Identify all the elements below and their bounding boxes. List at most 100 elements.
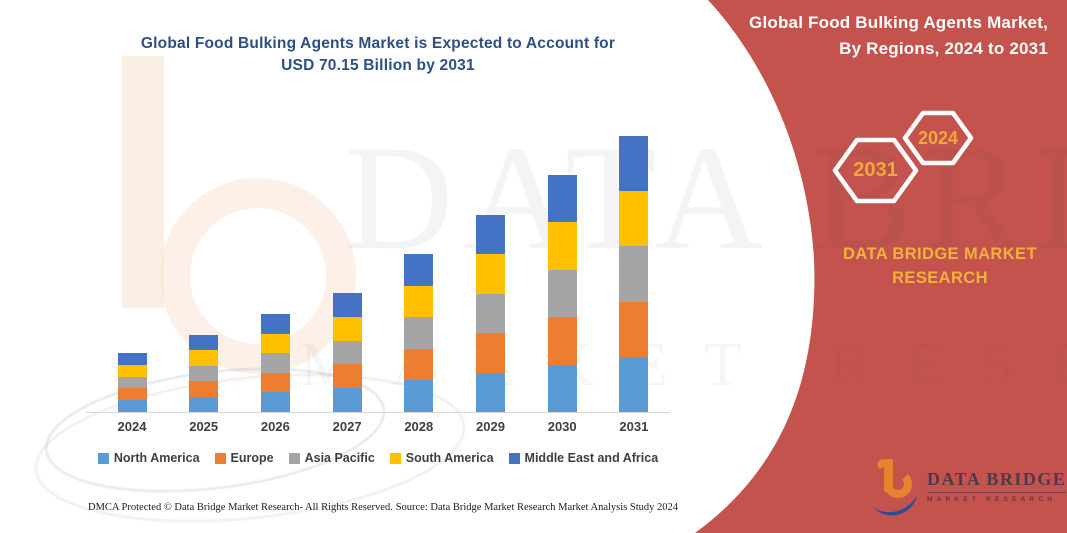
bar-segment-north-america: [476, 372, 505, 412]
bar-segment-north-america: [547, 364, 577, 412]
bar-segment-north-america: [117, 400, 147, 412]
databridge-logo-text: DATA BRIDGE MARKET RESEARCH: [927, 469, 1067, 503]
bar-segment-asia-pacific: [189, 365, 219, 382]
bar-segment-asia-pacific: [332, 340, 362, 365]
bar-segment-asia-pacific: [260, 353, 290, 373]
legend-swatch-icon: [508, 452, 520, 464]
chart-legend: North America Europe Asia Pacific South Ame…: [88, 451, 668, 465]
hexagon-2024-year: 2024: [917, 127, 959, 148]
bar-2031: [619, 136, 649, 412]
bar-segment-south-america: [619, 191, 649, 247]
hexagon-2024-badge: 2024: [902, 110, 974, 166]
legend-label: Middle East and Africa: [524, 451, 659, 465]
bar-segment-asia-pacific: [117, 376, 147, 389]
bar-segment-north-america: [619, 356, 649, 412]
logo-subtitle: MARKET RESEARCH: [927, 496, 1057, 503]
footer: DMCA Protected © Data Bridge Market Rese…: [88, 502, 678, 513]
bar-segment-south-america: [547, 222, 577, 270]
bar-segment-north-america: [260, 392, 290, 412]
legend-item-asia-pacific: Asia Pacific: [288, 451, 375, 465]
bar-segment-middle-east-and-africa: [117, 353, 147, 365]
chart-title-line1: Global Food Bulking Agents Market is Exp…: [140, 35, 616, 52]
bar-segment-europe: [260, 372, 290, 393]
bar-segment-south-america: [404, 285, 434, 318]
hexagon-2031-badge: 2031: [832, 137, 919, 204]
x-axis-label-2027: 2027: [332, 419, 362, 434]
x-axis-line: [86, 412, 670, 413]
panel-brand-line2: RESEARCH: [892, 269, 988, 287]
bar-segment-middle-east-and-africa: [547, 175, 577, 223]
bar-segment-south-america: [117, 364, 147, 377]
bar-segment-europe: [189, 381, 219, 397]
hexagon-outline-icon: [832, 137, 919, 204]
hexagon-outline-icon: [902, 110, 974, 166]
bar-segment-north-america: [189, 396, 219, 412]
legend-swatch-icon: [288, 452, 300, 464]
legend-label: South America: [405, 451, 494, 465]
x-axis-labels: 2024 2025 2026 2027 2028 2029 2030 2031: [0, 419, 1067, 439]
bar-2027: [332, 293, 362, 412]
bar-2030: [547, 175, 577, 412]
legend-swatch-icon: [214, 452, 226, 464]
legend-item-south-america: South America: [389, 451, 494, 465]
bar-segment-north-america: [332, 388, 362, 412]
legend-label: Asia Pacific: [304, 451, 375, 465]
legend-label: North America: [113, 451, 200, 465]
bar-segment-europe: [332, 364, 362, 389]
panel-brand-line1: DATA BRIDGE MARKET: [843, 245, 1037, 263]
bar-segment-middle-east-and-africa: [260, 314, 290, 334]
panel-brand-text: DATA BRIDGE MARKET RESEARCH: [810, 242, 1067, 290]
bar-segment-europe: [619, 301, 649, 357]
bar-segment-asia-pacific: [547, 269, 577, 318]
x-axis-label-2024: 2024: [117, 419, 147, 434]
chart-title-line2: USD 70.15 Billion by 2031: [281, 57, 475, 74]
stacked-bar-chart: [88, 120, 668, 412]
bar-segment-europe: [476, 333, 505, 373]
bar-segment-middle-east-and-africa: [189, 335, 219, 351]
bar-2028: [404, 254, 434, 412]
legend-swatch-icon: [97, 452, 109, 464]
x-axis-label-2028: 2028: [404, 419, 434, 434]
bar-2025: [189, 335, 219, 412]
legend-item-europe: Europe: [214, 451, 274, 465]
x-axis-label-2030: 2030: [547, 419, 577, 434]
bar-segment-middle-east-and-africa: [476, 215, 505, 255]
bar-segment-middle-east-and-africa: [619, 136, 649, 192]
bar-segment-asia-pacific: [619, 246, 649, 302]
legend-item-middle-east-and-africa: Middle East and Africa: [508, 451, 659, 465]
hexagon-2031-year: 2031: [853, 159, 898, 181]
bar-segment-middle-east-and-africa: [404, 254, 434, 286]
bar-segment-asia-pacific: [476, 293, 505, 334]
bar-segment-europe: [547, 317, 577, 365]
x-axis-label-2031: 2031: [619, 419, 649, 434]
bar-segment-south-america: [332, 316, 362, 341]
bar-segment-south-america: [189, 350, 219, 366]
logo-name: DATA BRIDGE: [927, 469, 1067, 493]
legend-swatch-icon: [389, 452, 401, 464]
bar-segment-north-america: [404, 380, 434, 412]
panel-heading-line2: By Regions, 2024 to 2031: [839, 39, 1048, 58]
bar-segment-europe: [117, 388, 147, 401]
dmca-text: DMCA Protected © Data Bridge Market Rese…: [88, 502, 393, 513]
x-axis-label-2029: 2029: [476, 419, 505, 434]
panel-heading: Global Food Bulking Agents Market, By Re…: [718, 10, 1048, 62]
databridge-logo-icon: [873, 459, 917, 516]
bar-2026: [260, 314, 290, 412]
chart-title: Global Food Bulking Agents Market is Exp…: [88, 33, 668, 77]
bar-segment-south-america: [260, 333, 290, 354]
bar-segment-europe: [404, 348, 434, 381]
x-axis-label-2025: 2025: [189, 419, 219, 434]
bar-segment-middle-east-and-africa: [332, 293, 362, 317]
bar-2024: [117, 353, 147, 412]
peach-bar-watermark: [122, 56, 164, 308]
x-axis-label-2026: 2026: [260, 419, 290, 434]
source-text: Source: Data Bridge Market Research Mark…: [395, 502, 678, 513]
bar-segment-south-america: [476, 254, 505, 294]
databridge-logo: DATA BRIDGE MARKET RESEARCH: [872, 456, 1067, 516]
bar-segment-asia-pacific: [404, 317, 434, 349]
legend-item-north-america: North America: [97, 451, 200, 465]
bar-2029: [476, 215, 505, 412]
legend-label: Europe: [230, 451, 274, 465]
